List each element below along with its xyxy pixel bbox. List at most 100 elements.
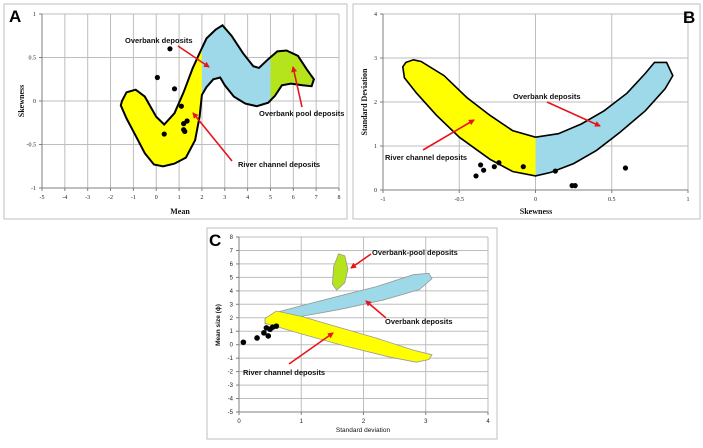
panel-c-xlabel: Standard deviation <box>336 427 391 434</box>
y-tick-label: 4 <box>230 289 234 295</box>
panel-b-arrow-overbank <box>546 101 601 127</box>
x-tick-label: 0.5 <box>608 197 616 203</box>
panel-a-region-outline <box>119 23 316 168</box>
panel-a-xlabel: Mean <box>170 207 190 216</box>
data-point <box>161 131 167 137</box>
panel-a-arrow-river-channel <box>192 112 233 162</box>
panel-a-arrow-overbank-pool <box>291 66 303 108</box>
x-tick-label: 0 <box>534 197 537 203</box>
data-point <box>622 165 629 171</box>
data-point <box>496 160 502 166</box>
panel-c-letter: C <box>209 231 221 250</box>
panel-c-points <box>240 323 280 346</box>
x-tick-label: -1 <box>381 197 386 203</box>
panel-c-annotation-overbank: Overbank deposits <box>385 317 453 326</box>
y-tick-label: -3 <box>228 383 234 389</box>
y-tick-label: 4 <box>374 12 377 18</box>
panel-c-grid <box>239 236 489 412</box>
y-tick-label: 2 <box>230 316 234 322</box>
y-tick-label: 0 <box>33 99 36 105</box>
y-tick-label: 6 <box>230 262 234 268</box>
panel-a-region-overbank-pool <box>270 50 314 101</box>
data-point <box>171 86 178 92</box>
data-point <box>552 168 558 174</box>
panel-b-axes: -1 -0.5 0 0.5 1 0 1 2 3 4 <box>374 12 690 203</box>
panel-a-annotation-overbank-pool: Overbank pool deposits <box>259 109 344 118</box>
x-tick-label: 4 <box>486 419 490 425</box>
panel-b-xlabel: Skewness <box>520 207 552 216</box>
panel-c-arrow-river-channel <box>288 332 334 365</box>
data-point <box>273 323 280 329</box>
panel-b-ylabel: Standard Deviation <box>360 68 369 135</box>
x-tick-label: 5 <box>269 195 272 201</box>
panel-b-annotation-overbank: Overbank deposits <box>513 92 581 101</box>
y-tick-label: -1 <box>228 356 234 362</box>
y-tick-label: -0.5 <box>27 143 37 149</box>
panel-b-region-overbank <box>535 62 673 176</box>
data-point <box>182 128 188 135</box>
y-tick-label: 3 <box>230 302 234 308</box>
y-tick-label: -5 <box>228 410 234 416</box>
x-tick-label: 7 <box>315 195 318 201</box>
data-point <box>240 339 247 346</box>
x-tick-label: -0.5 <box>455 197 465 203</box>
panel-a-arrow-overbank <box>177 45 210 68</box>
panel-b-points <box>473 160 629 189</box>
y-tick-label: 5 <box>230 275 234 281</box>
panel-a-annotation-overbank: Overbank deposits <box>125 36 193 45</box>
data-point <box>491 164 497 170</box>
panel-c-region-overbank-pool <box>331 253 349 291</box>
panel-a-letter: A <box>9 7 21 26</box>
x-tick-label: -5 <box>40 195 45 201</box>
y-tick-label: -1 <box>31 186 36 192</box>
x-tick-label: 1 <box>687 197 690 203</box>
y-tick-label: 0 <box>230 343 234 349</box>
panel-c-axes: 0 1 2 3 4 -5 -4 -3 -2 -1 0 1 2 3 4 5 6 7 8 <box>228 235 491 425</box>
x-tick-label: 8 <box>338 195 341 201</box>
y-tick-label: 0 <box>374 188 377 194</box>
panel-a-annotation-river-channel: River channel deposits <box>238 160 320 169</box>
x-tick-label: 4 <box>246 195 249 201</box>
x-tick-label: 1 <box>300 419 304 425</box>
panel-a-ylabel: Skewness <box>17 85 26 117</box>
x-tick-label: 0 <box>237 419 241 425</box>
panel-a: -5 -4 -3 -2 -1 0 1 2 3 4 5 6 7 8 -1 -0.5 0 0.5 1 A Overban… <box>3 3 348 220</box>
panel-a-region-river-channel <box>120 48 202 167</box>
panel-b-annotation-river-channel: River channel deposits <box>385 153 467 162</box>
x-tick-label: 2 <box>362 419 366 425</box>
panel-a-points <box>154 46 190 137</box>
panel-a-axes: -5 -4 -3 -2 -1 0 1 2 3 4 5 6 7 8 -1 -0.5 0 0.5 1 <box>27 12 341 201</box>
y-tick-label: 1 <box>374 144 377 150</box>
y-tick-label: -4 <box>228 397 234 403</box>
x-tick-label: 2 <box>200 195 203 201</box>
panel-c-annotation-overbank-pool: Overbank-pool deposits <box>372 248 458 257</box>
x-tick-label: -1 <box>131 195 136 201</box>
y-tick-label: 3 <box>374 56 377 62</box>
panel-b-region-outline <box>401 58 674 177</box>
x-tick-label: 1 <box>178 195 181 201</box>
x-tick-label: 6 <box>292 195 295 201</box>
panel-b-arrow-river-channel <box>422 119 475 151</box>
panel-c-arrow-overbank-pool <box>350 253 372 269</box>
y-tick-label: 0.5 <box>29 56 37 62</box>
y-tick-label: -2 <box>228 370 234 376</box>
panel-a-region-overbank <box>201 25 271 107</box>
panel-c-annotation-river-channel: River channel deposits <box>243 368 325 377</box>
data-point <box>254 335 260 341</box>
y-tick-label: 7 <box>230 248 234 254</box>
data-point <box>520 164 526 170</box>
panel-c: 0 1 2 3 4 -5 -4 -3 -2 -1 0 1 2 3 4 5 6 7 8 C Overbank-pool… <box>206 227 498 440</box>
y-tick-label: 1 <box>230 329 234 335</box>
x-tick-label: 3 <box>223 195 226 201</box>
panel-b-region-river-channel <box>402 59 536 176</box>
x-tick-label: -4 <box>62 195 67 201</box>
x-tick-label: -3 <box>85 195 90 201</box>
data-point <box>154 74 160 81</box>
y-tick-label: 8 <box>230 235 234 241</box>
x-tick-label: -2 <box>108 195 113 201</box>
data-point <box>478 162 484 168</box>
panel-c-region-river-channel <box>264 310 433 363</box>
y-tick-label: 2 <box>374 100 377 106</box>
panel-c-arrow-overbank <box>365 300 387 319</box>
